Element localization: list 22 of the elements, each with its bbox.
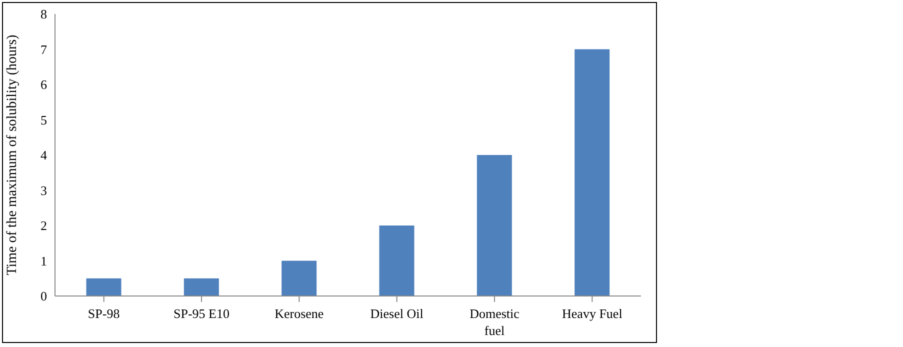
x-tick-label: Diesel Oil bbox=[370, 306, 424, 321]
bar bbox=[86, 278, 122, 296]
y-tick-label: 0 bbox=[40, 288, 47, 304]
y-tick-label: 5 bbox=[40, 112, 47, 128]
y-tick-label: 4 bbox=[40, 148, 48, 163]
bar bbox=[476, 155, 512, 296]
bar bbox=[574, 49, 610, 296]
y-tick-label: 8 bbox=[40, 6, 47, 22]
x-tick-label: Heavy Fuel bbox=[562, 306, 623, 321]
bar bbox=[184, 278, 219, 296]
bar bbox=[379, 226, 414, 296]
bar bbox=[282, 260, 317, 296]
x-tick-label: SP-95 E10 bbox=[174, 306, 230, 321]
y-axis-title: Time of the maximum of solubility (hours) bbox=[4, 34, 20, 276]
y-tick-label: 3 bbox=[40, 182, 47, 198]
y-tick-label: 1 bbox=[40, 253, 47, 268]
x-tick-label: Kerosene bbox=[274, 306, 324, 321]
y-tick-label: 6 bbox=[40, 77, 48, 92]
y-tick-label: 7 bbox=[40, 42, 48, 57]
x-tick-label: Domestic fuel bbox=[470, 306, 520, 338]
y-tick-label: 2 bbox=[40, 218, 47, 234]
x-tick-label: SP-98 bbox=[88, 306, 120, 321]
